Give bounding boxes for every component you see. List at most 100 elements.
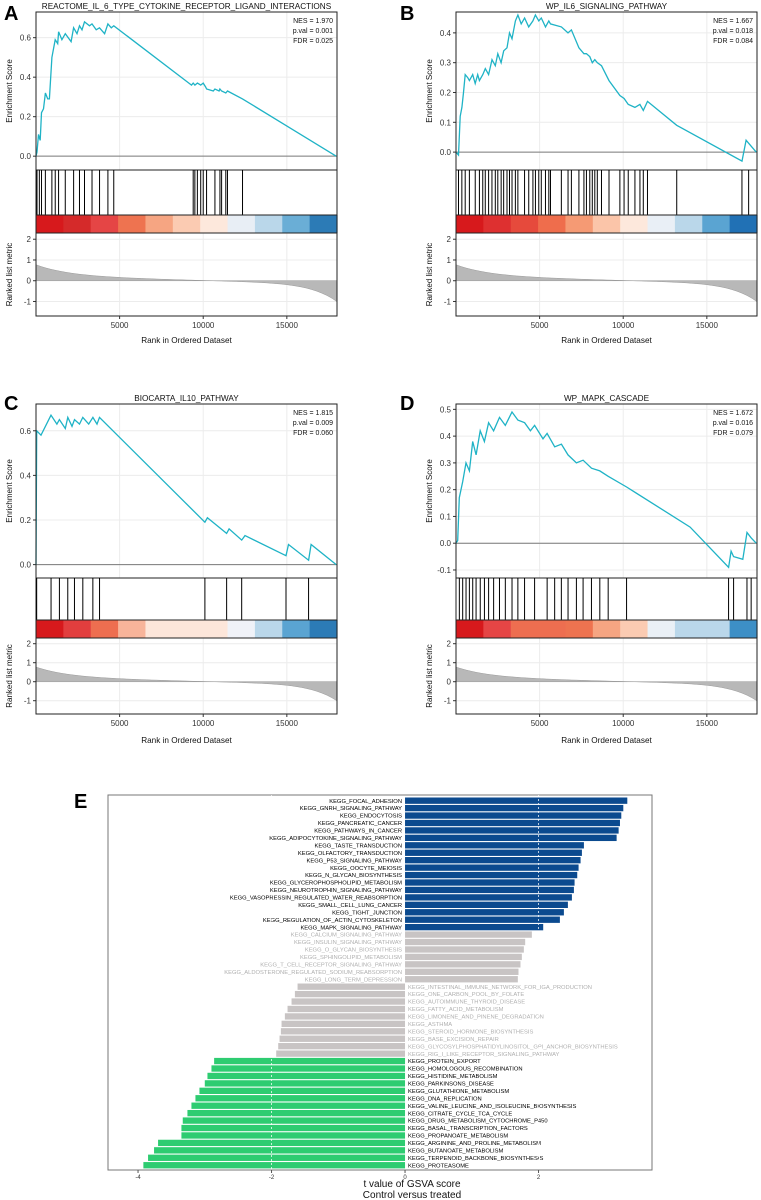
bar (297, 983, 406, 990)
gsea-title: WP_IL6_SIGNALING_PATHWAY (546, 2, 668, 11)
heat-segment (254, 620, 283, 638)
bar-label: KEGG_PANCREATIC_CANCER (318, 821, 402, 827)
metric-tick-label: 0 (27, 678, 32, 687)
x-tick-label: 15000 (696, 321, 719, 330)
y-tick-label: 0.2 (20, 113, 32, 122)
heat-segment (565, 215, 594, 233)
bar-label: KEGG_MAPK_SIGNALING_PATHWAY (300, 925, 402, 931)
bar (276, 1050, 406, 1057)
es-curve (35, 413, 337, 566)
gsea-title: BIOCARTA_IL10_PATHWAY (134, 394, 239, 403)
heat-segment (538, 620, 567, 638)
bar-label: KEGG_TIGHT_JUNCTION (332, 910, 402, 916)
bar-label: KEGG_REGULATION_OF_ACTIN_CYTOSKELETON (263, 918, 402, 924)
bar-label: KEGG_TASTE_TRANSDUCTION (315, 843, 403, 849)
y-tick-label: 0.0 (20, 561, 32, 570)
bar (405, 864, 579, 871)
heat-segment (145, 620, 174, 638)
metric-tick-label: 1 (27, 659, 32, 668)
bar-label: KEGG_ASTHMA (408, 1022, 452, 1028)
heat-segment (674, 620, 703, 638)
es-plot-area (456, 12, 757, 170)
bar (181, 1124, 406, 1132)
x-tick-label: 5000 (531, 321, 549, 330)
metric-area (35, 264, 338, 303)
metric-tick-label: 2 (27, 640, 32, 649)
bar (405, 842, 584, 849)
bar-label: KEGG_SMALL_CELL_LUNG_CANCER (298, 903, 402, 909)
hit-panel (35, 577, 338, 621)
heat-segment (200, 215, 229, 233)
bar (405, 931, 532, 938)
bar-label: KEGG_T_CELL_RECEPTOR_SIGNALING_PATHWAY (260, 962, 402, 968)
y-tick-label: 0.3 (440, 59, 452, 68)
bar (405, 909, 564, 916)
bar-label: KEGG_VALINE_LEUCINE_AND_ISOLEUCINE_BIOSY… (408, 1104, 577, 1110)
heat-segment (90, 620, 119, 638)
bar (405, 849, 582, 856)
metric-tick-label: -1 (444, 297, 452, 306)
y-tick-label: -0.1 (437, 566, 451, 575)
bar (405, 923, 544, 931)
metric-tick-label: 0 (447, 678, 452, 687)
y-tick-label: 0.0 (20, 152, 32, 161)
bar-label: KEGG_GLUTATHIONE_METABOLISM (408, 1089, 509, 1095)
gsea-title: REACTOME_IL_6_TYPE_CYTOKINE_RECEPTOR_LIG… (42, 2, 332, 11)
bar (405, 797, 628, 804)
heat-segment (456, 620, 484, 638)
bar-label: KEGG_PATHWAYS_IN_CANCER (314, 829, 402, 835)
panel-letter-b: B (400, 3, 414, 25)
x-tick-label: 10000 (612, 719, 635, 728)
bar-label: KEGG_SPHINGOLIPID_METABOLISM (300, 955, 402, 961)
stat-text: NES = 1.970 (293, 18, 333, 25)
metric-frame (455, 232, 758, 317)
bar (199, 1087, 406, 1094)
bar-label: KEGG_FOCAL_ADHESION (329, 799, 402, 805)
heat-segment (483, 620, 512, 638)
bar (405, 871, 578, 879)
bar (191, 1102, 406, 1109)
metric-area (35, 666, 338, 702)
heat-segment (538, 215, 567, 233)
x-tick-label: 15000 (276, 719, 299, 728)
bar-label: KEGG_PARKINSONS_DISEASE (408, 1082, 494, 1088)
heat-segment (36, 620, 64, 638)
heat-segment (510, 215, 539, 233)
metric-tick-label: 0 (447, 277, 452, 286)
bar (405, 819, 620, 827)
y-axis-label: Enrichment Score (5, 459, 14, 523)
metric-tick-label: 0 (27, 277, 32, 286)
bar (405, 827, 619, 834)
bar (405, 894, 572, 901)
heat-segment (647, 215, 676, 233)
heat-segment (702, 620, 731, 638)
x-axis-label: Rank in Ordered Dataset (561, 736, 652, 745)
bar-label: KEGG_STEROID_HORMONE_BIOSYNTHESIS (408, 1029, 533, 1035)
bar-label: KEGG_ARGININE_AND_PROLINE_METABOLISM (408, 1141, 541, 1147)
heat-segment (483, 215, 512, 233)
es-curve (35, 20, 337, 157)
metric-tick-label: 1 (447, 256, 452, 265)
heat-segment (200, 620, 229, 638)
bar-label: KEGG_INTESTINAL_IMMUNE_NETWORK_FOR_IGA_P… (408, 985, 592, 991)
bar (187, 1109, 406, 1117)
y-tick-label: 0.0 (440, 539, 452, 548)
bar (405, 968, 519, 975)
x-tick-label: 5000 (111, 719, 129, 728)
bar-label: KEGG_PROPANOATE_METABOLISM (408, 1134, 508, 1140)
metric-axis-label: Ranked list metric (425, 644, 434, 708)
bar-label: KEGG_AUTOIMMUNE_THYROID_DISEASE (408, 1000, 525, 1006)
metric-tick-label: -1 (24, 297, 32, 306)
stat-text: p.val = 0.016 (713, 420, 753, 427)
es-plot-area (36, 12, 337, 170)
stat-text: p.val = 0.001 (293, 28, 333, 35)
metric-tick-label: 2 (447, 640, 452, 649)
es-curve (455, 410, 757, 569)
heat-segment (172, 215, 201, 233)
x-tick-label: 15000 (276, 321, 299, 330)
heat-segment (592, 215, 621, 233)
y-tick-label: 0.4 (440, 29, 452, 38)
bar (405, 938, 526, 946)
bar (158, 1139, 406, 1147)
gsea-panel-d: -0.1 0.0 0.1 0.2 0.3 0.4 0.5 WP_MAPK_CASCADE NES… (425, 394, 758, 745)
